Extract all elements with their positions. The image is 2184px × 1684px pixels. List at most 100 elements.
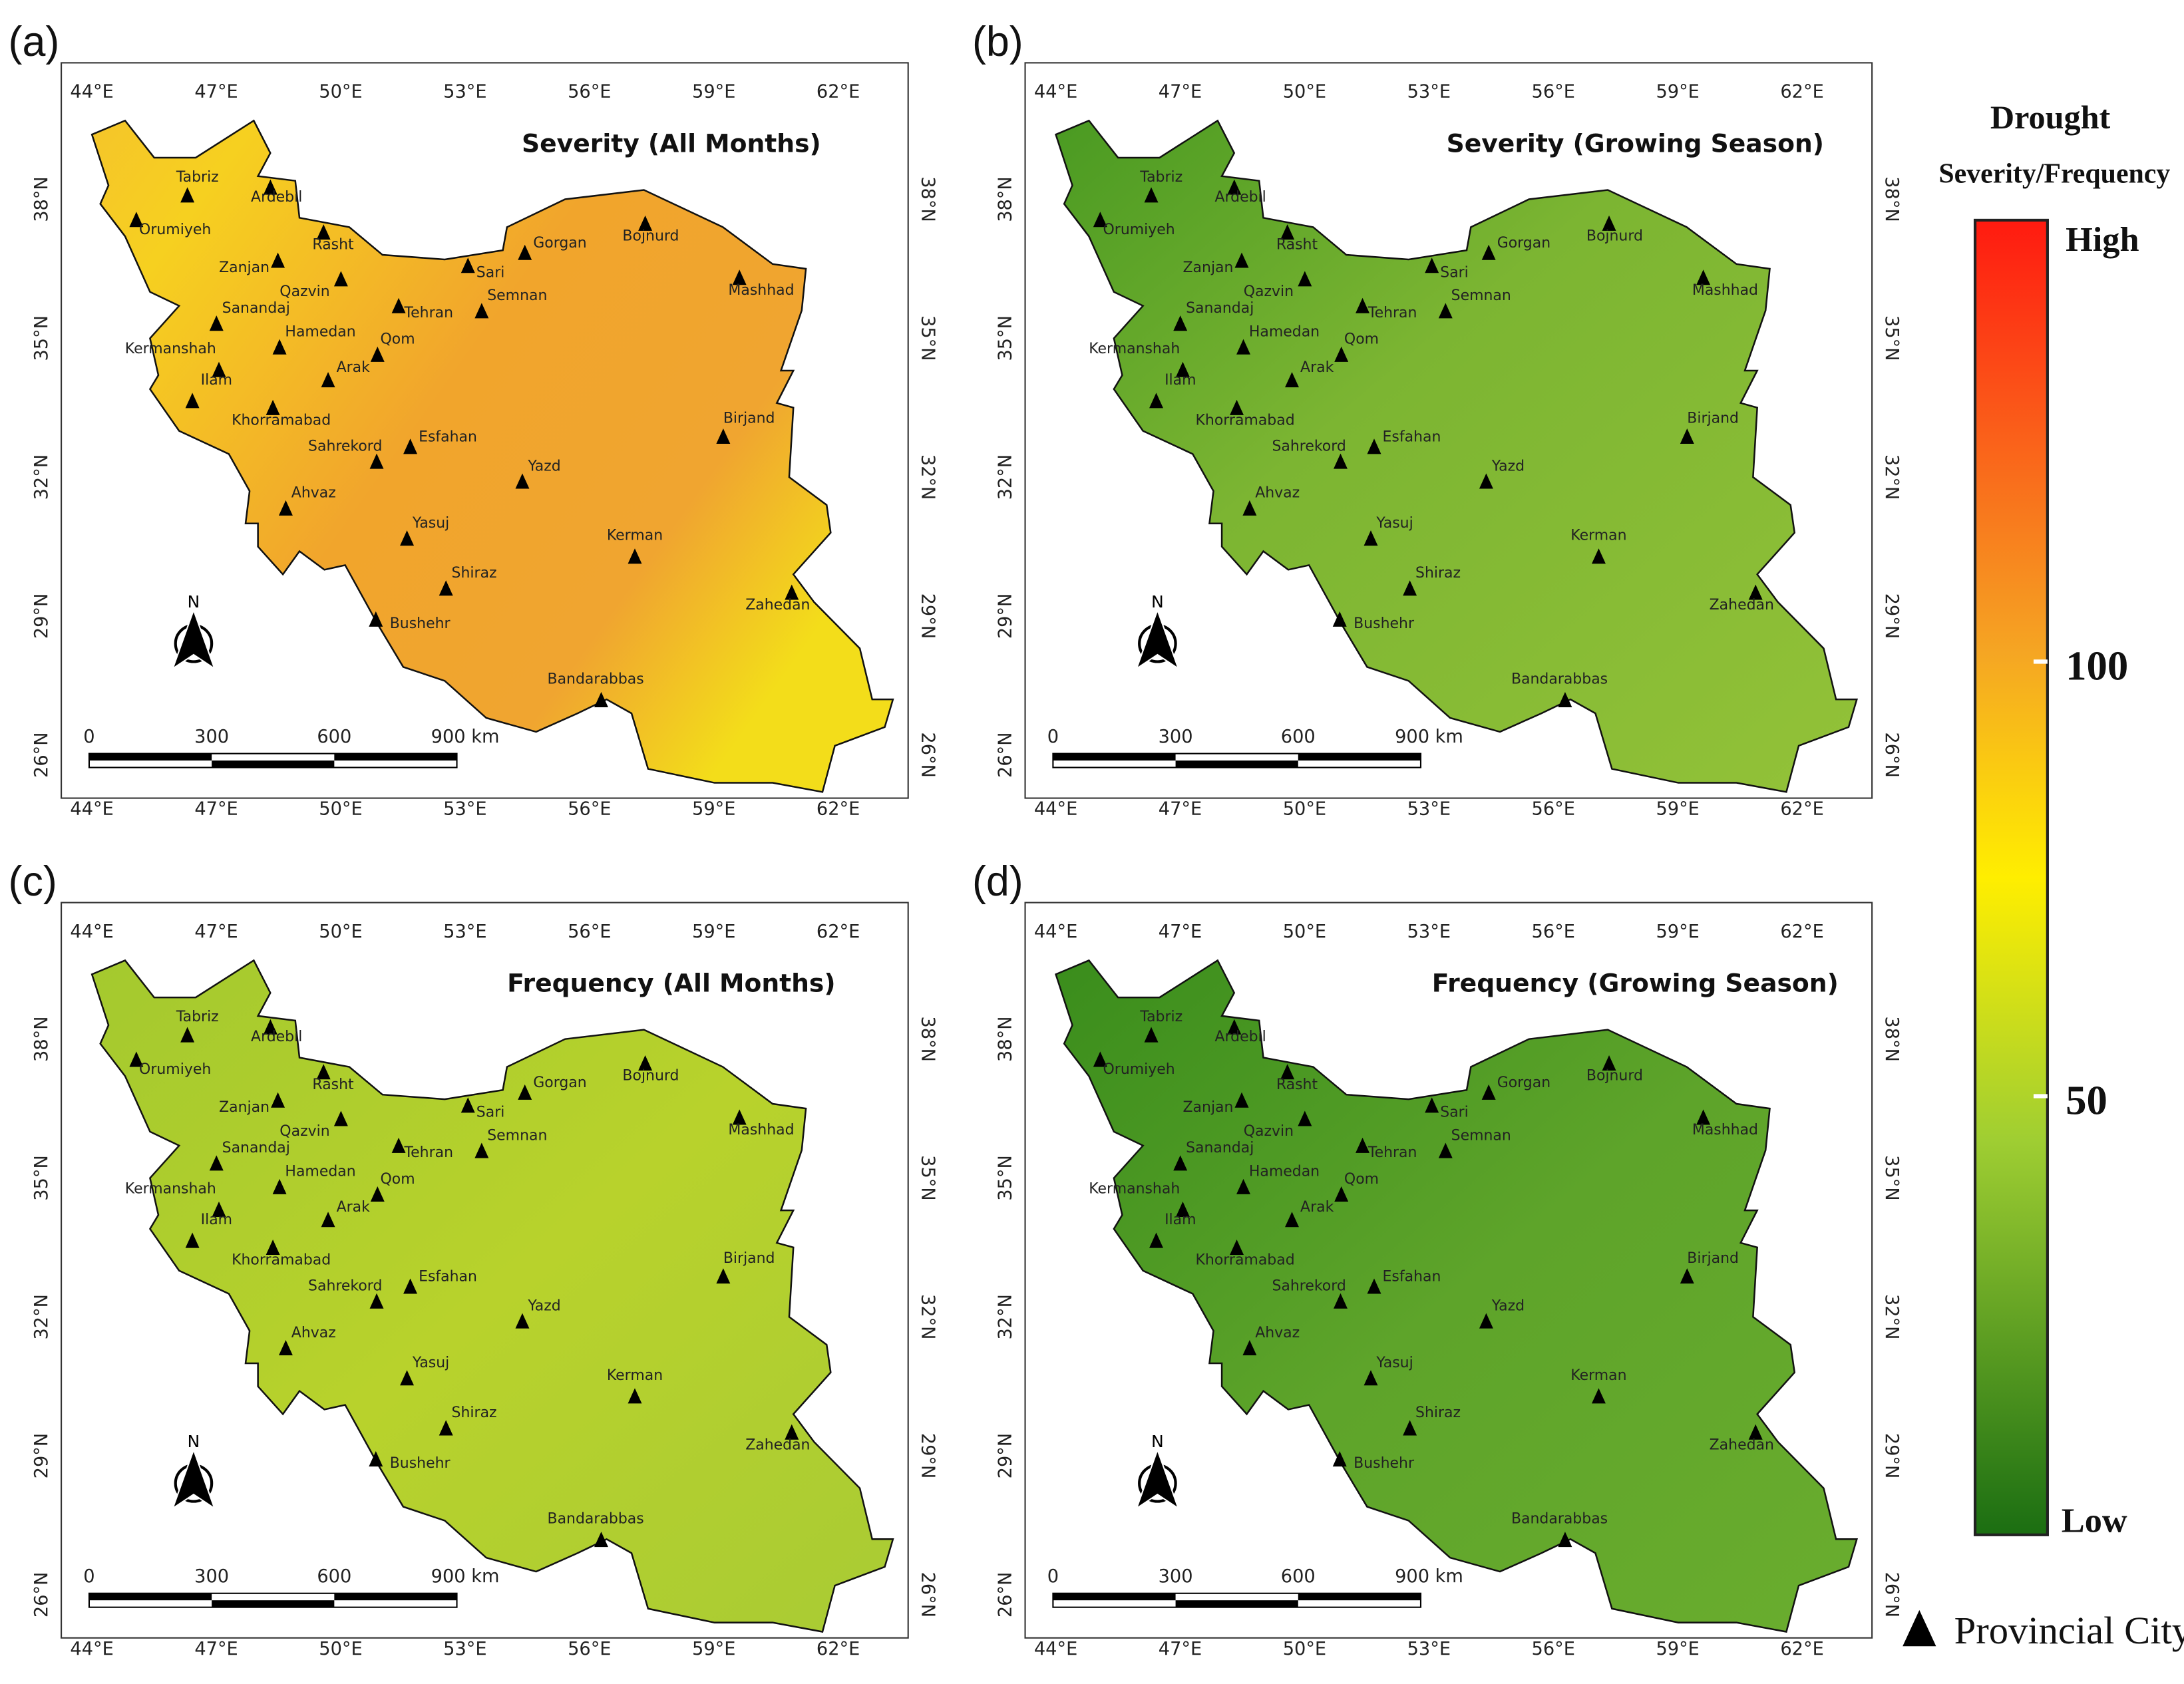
scale-label: 600 xyxy=(317,1566,351,1587)
lon-tick-label: 50°E xyxy=(319,82,362,102)
city-marker xyxy=(278,500,293,516)
city-label: Bushehr xyxy=(390,615,451,632)
city-label: Zahedan xyxy=(745,597,810,613)
city-marker xyxy=(369,611,383,627)
city-label: Bojnurd xyxy=(1586,1068,1643,1085)
city-marker xyxy=(1696,1109,1711,1125)
lon-tick-label: 47°E xyxy=(1159,1639,1202,1659)
city-label: Qom xyxy=(380,1171,415,1188)
city-label: Semnan xyxy=(1451,1127,1511,1144)
city-label: Sari xyxy=(476,264,505,281)
lon-tick-label: 50°E xyxy=(1283,922,1326,942)
city-label: Rasht xyxy=(312,237,354,253)
lon-tick-label: 50°E xyxy=(319,799,362,820)
city-marker xyxy=(403,1278,418,1294)
lon-tick-label: 59°E xyxy=(692,82,735,102)
lon-tick-label: 44°E xyxy=(70,1639,113,1659)
lon-tick-label: 44°E xyxy=(1034,799,1077,820)
scale-label: 0 xyxy=(1047,727,1059,747)
city-marker xyxy=(716,428,731,444)
scale-bar-segment xyxy=(1298,1593,1421,1601)
lat-tick-label: 35°N xyxy=(31,1155,52,1201)
city-marker xyxy=(1367,438,1381,454)
lon-tick-label: 44°E xyxy=(70,82,113,102)
city-label: Semnan xyxy=(1451,287,1511,304)
country-outline xyxy=(1055,119,1859,793)
lon-tick-label: 44°E xyxy=(1034,82,1077,102)
city-label: Shiraz xyxy=(452,565,497,582)
scale-bar-segment xyxy=(1175,760,1298,768)
lat-tick-label: 26°N xyxy=(31,732,52,778)
city-label: Hamedan xyxy=(1249,1164,1320,1180)
lon-tick-label: 47°E xyxy=(1159,799,1202,820)
lat-tick-label: 26°N xyxy=(918,732,938,778)
lon-tick-label: 47°E xyxy=(1159,82,1202,102)
scale-label: 300 xyxy=(194,1566,229,1587)
scale-label: 600 xyxy=(1281,727,1316,747)
lat-tick-label: 35°N xyxy=(996,315,1016,361)
city-marker xyxy=(370,1186,385,1202)
city-label: Ilam xyxy=(1165,372,1196,389)
lat-tick-label: 38°N xyxy=(918,1016,938,1062)
city-label: Zahedan xyxy=(1710,1436,1774,1453)
lat-tick-label: 35°N xyxy=(918,315,938,361)
city-label: Bushehr xyxy=(1354,1455,1415,1472)
lat-tick-label: 32°N xyxy=(918,454,938,500)
city-marker xyxy=(1602,1055,1616,1071)
city-label: Birjand xyxy=(723,411,775,427)
city-label: Tabriz xyxy=(176,1009,219,1025)
color-bar-tick-label: 100 xyxy=(2066,643,2128,689)
lat-tick-label: 32°N xyxy=(996,1294,1016,1340)
north-label: N xyxy=(1151,592,1164,611)
lat-tick-label: 32°N xyxy=(1881,1294,1902,1340)
lon-tick-label: 62°E xyxy=(1780,1639,1823,1659)
city-marker xyxy=(1364,530,1378,546)
lon-tick-label: 56°E xyxy=(1532,82,1575,102)
scale-label: 300 xyxy=(1159,727,1193,747)
city-marker xyxy=(1479,473,1493,489)
lon-tick-label: 62°E xyxy=(1780,799,1823,820)
city-label: Arak xyxy=(1300,1199,1334,1216)
lon-tick-label: 47°E xyxy=(194,1639,238,1659)
city-label: Kermanshah xyxy=(1089,341,1180,357)
city-marker xyxy=(1149,393,1163,409)
city-marker xyxy=(1748,1424,1763,1440)
panel-label: (d) xyxy=(972,858,1023,905)
city-marker xyxy=(321,372,335,388)
city-label: Bojnurd xyxy=(622,1068,679,1085)
city-marker xyxy=(1367,1278,1381,1294)
city-label: Qom xyxy=(1344,1171,1379,1188)
city-label: Zanjan xyxy=(1183,1099,1234,1116)
city-marker xyxy=(515,1313,530,1329)
city-label: Tehran xyxy=(403,1144,453,1161)
city-marker xyxy=(1438,1142,1453,1158)
city-label: Kerman xyxy=(1570,1367,1626,1384)
lon-tick-label: 44°E xyxy=(1034,1639,1077,1659)
map-title: Severity (All Months) xyxy=(522,128,821,158)
lat-tick-label: 29°N xyxy=(918,1433,938,1479)
lon-tick-label: 53°E xyxy=(443,1639,486,1659)
city-marker xyxy=(518,1084,532,1100)
city-label: Esfahan xyxy=(419,428,477,445)
city-marker xyxy=(1481,244,1496,260)
scale-bar-segment xyxy=(334,753,457,761)
city-label: Yasuj xyxy=(412,1355,449,1371)
city-marker xyxy=(1173,1155,1188,1171)
city-marker xyxy=(278,1340,293,1356)
lat-tick-label: 38°N xyxy=(996,1016,1016,1062)
lon-tick-label: 53°E xyxy=(1407,82,1451,102)
city-label: Yazd xyxy=(1491,458,1525,474)
legend-subtitle: Severity/Frequency xyxy=(1938,158,2170,189)
lat-tick-label: 29°N xyxy=(31,1433,52,1479)
city-label: Yazd xyxy=(527,458,560,474)
lat-tick-label: 35°N xyxy=(918,1155,938,1201)
lon-tick-label: 59°E xyxy=(1656,82,1699,102)
city-label: Esfahan xyxy=(1383,1269,1441,1285)
city-label: Semnan xyxy=(487,1127,547,1144)
city-label: Yasuj xyxy=(412,515,449,532)
city-marker xyxy=(1227,179,1242,195)
city-marker xyxy=(266,1239,280,1256)
lon-tick-label: 47°E xyxy=(194,922,238,942)
scale-label: 900 km xyxy=(1395,1566,1463,1587)
city-label: Orumiyeh xyxy=(1103,222,1175,238)
